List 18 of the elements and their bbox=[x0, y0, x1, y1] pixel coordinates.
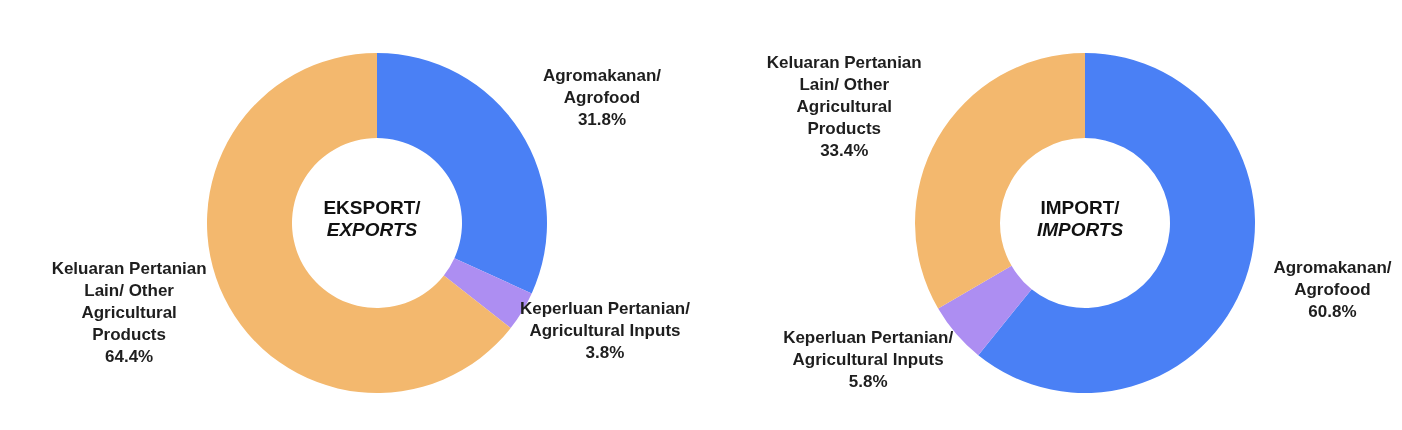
text: IMPORT/ bbox=[1040, 197, 1121, 218]
data-label: 5.8% bbox=[848, 372, 888, 392]
slice-label: Keperluan Pertanian/ Agricultural Inputs bbox=[519, 299, 691, 341]
text: EXPORTS bbox=[326, 219, 418, 240]
slice-label: Agromakanan/ Agrofood bbox=[1273, 258, 1392, 300]
slice-label: Agromakanan/ Agrofood bbox=[542, 66, 662, 108]
data-label: 3.8% bbox=[585, 343, 625, 363]
text: EKSPORT/ bbox=[323, 197, 422, 218]
donut-slice bbox=[978, 53, 1255, 393]
data-label: 64.4% bbox=[105, 347, 154, 367]
slice-label: Keluaran Pertanian Lain/ Other Agricultural Products bbox=[766, 53, 922, 139]
slice-label: Keperluan Pertanian/ Agricultural Inputs bbox=[783, 328, 954, 370]
data-label: 31.8% bbox=[577, 110, 627, 130]
donut-slice bbox=[207, 53, 511, 393]
data-label: 33.4% bbox=[820, 141, 869, 161]
text: IMPORTS bbox=[1036, 219, 1124, 240]
data-label: 60.8% bbox=[1308, 302, 1357, 322]
slice-label: Keluaran Pertanian Lain/ Other Agricultural Products bbox=[51, 259, 207, 345]
